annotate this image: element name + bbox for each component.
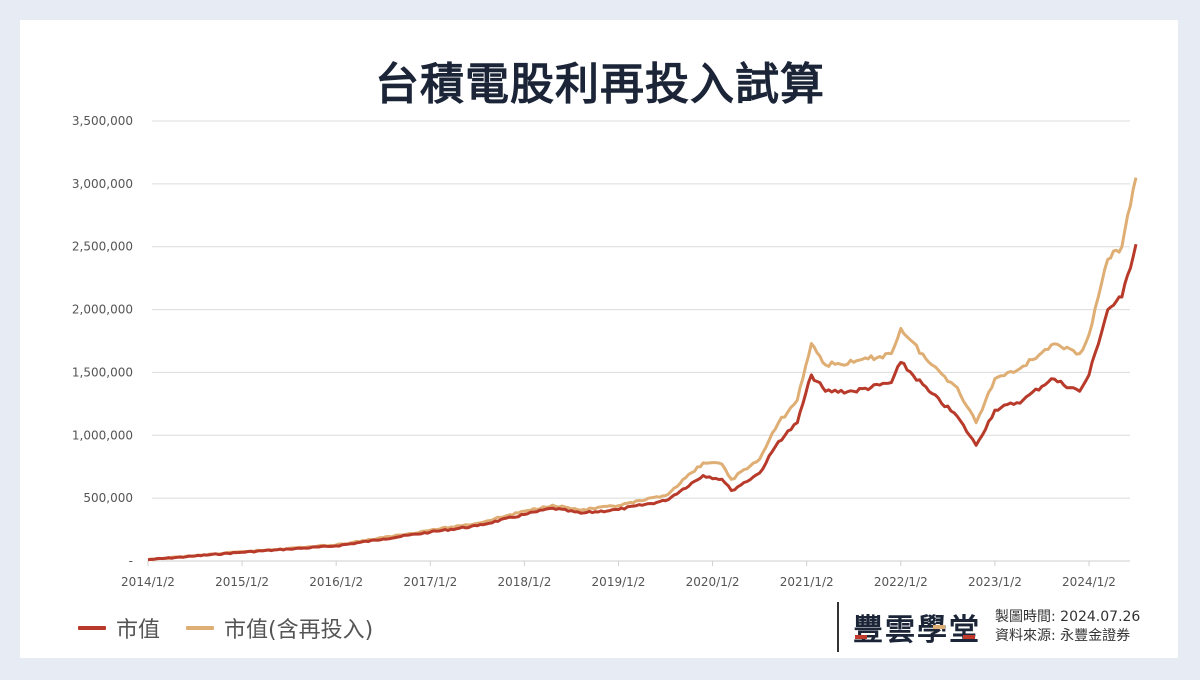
- series-line-market-value-reinvested: [147, 177, 1138, 562]
- x-tick-label: 2020/1/2: [686, 575, 740, 589]
- y-tick-label: 2,000,000: [72, 303, 133, 317]
- legend-swatch-red: [78, 626, 106, 630]
- x-tick-label: 2021/1/2: [780, 575, 834, 589]
- chart-title: 台積電股利再投入試算: [375, 59, 825, 110]
- y-tick-label: 1,000,000: [72, 428, 133, 442]
- brand-logo: 豐雲學堂: [853, 605, 981, 649]
- legend-label: 市值(含再投入): [224, 618, 374, 643]
- y-tick-label: 2,500,000: [72, 240, 133, 254]
- logo-accent-tan: [933, 625, 945, 629]
- legend-item-market-value: 市值: [78, 612, 160, 644]
- data-source: 資料來源: 永豐金證券: [995, 628, 1131, 644]
- brand-meta: 製圖時間: 2024.07.26 資料來源: 永豐金證券: [995, 608, 1140, 646]
- x-tick-label: 2014/1/2: [121, 575, 175, 589]
- brand-name: 豐雲學堂: [853, 613, 981, 648]
- x-tick-label: 2019/1/2: [592, 575, 646, 589]
- legend-item-market-value-reinvested: 市值(含再投入): [186, 612, 373, 644]
- y-tick-label: 3,500,000: [72, 114, 133, 128]
- y-tick-label: 500,000: [83, 491, 133, 505]
- gridlines: [152, 120, 1130, 562]
- x-tick-label: 2017/1/2: [403, 575, 457, 589]
- y-tick-label: 3,000,000: [72, 177, 133, 191]
- logo-accent-red-2: [963, 635, 975, 639]
- chart-card: [20, 20, 1178, 658]
- x-tick-label: 2023/1/2: [968, 575, 1022, 589]
- series-lines: [147, 177, 1138, 562]
- x-tick-label: 2024/1/2: [1062, 575, 1116, 589]
- legend-label: 市值: [116, 618, 161, 643]
- made-date: 製圖時間: 2024.07.26: [995, 609, 1141, 625]
- y-tick-label: -: [129, 554, 133, 568]
- legend: 市值 市值(含再投入): [78, 612, 399, 644]
- legend-swatch-tan: [186, 626, 215, 630]
- x-axis: 2014/1/2 2015/1/2 2016/1/2 2017/1/2 2018/1/2…: [121, 561, 1116, 589]
- x-tick-label: 2016/1/2: [309, 575, 363, 589]
- x-tick-label: 2022/1/2: [874, 575, 928, 589]
- brand-block: 豐雲學堂 製圖時間: 2024.07.26 資料來源: 永豐金證券: [837, 602, 1140, 652]
- y-tick-label: 1,500,000: [72, 365, 133, 379]
- logo-accent-red: [855, 635, 867, 639]
- y-axis: - 500,000 1,000,000 1,500,000 2,000,000 2,500…: [72, 114, 133, 568]
- x-tick-label: 2018/1/2: [497, 575, 551, 589]
- x-tick-label: 2015/1/2: [215, 575, 269, 589]
- series-line-market-value: [147, 243, 1138, 562]
